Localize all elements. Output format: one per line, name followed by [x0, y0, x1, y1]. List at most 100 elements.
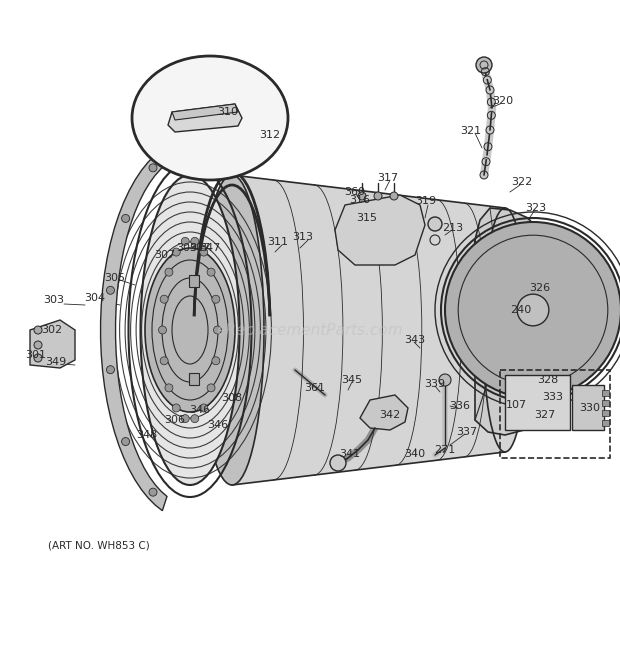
Text: 360: 360 — [345, 187, 366, 197]
Polygon shape — [360, 395, 408, 430]
Text: 316: 316 — [350, 195, 371, 205]
Circle shape — [445, 222, 620, 398]
Circle shape — [358, 192, 366, 200]
Circle shape — [200, 404, 208, 412]
Text: 306: 306 — [164, 415, 185, 425]
Text: 315: 315 — [356, 213, 378, 223]
Text: 342: 342 — [379, 410, 401, 420]
Circle shape — [476, 57, 492, 73]
Bar — [189, 373, 199, 385]
Text: 107: 107 — [505, 400, 526, 410]
Text: 303: 303 — [43, 295, 64, 305]
Text: 304: 304 — [84, 293, 105, 303]
Circle shape — [160, 295, 168, 303]
Polygon shape — [335, 195, 425, 265]
Circle shape — [149, 164, 157, 172]
Polygon shape — [468, 208, 548, 435]
Circle shape — [330, 455, 346, 471]
Polygon shape — [100, 149, 167, 511]
Text: 213: 213 — [443, 223, 464, 233]
Bar — [602, 410, 609, 416]
Circle shape — [34, 341, 42, 349]
Bar — [500, 370, 610, 458]
Text: 302: 302 — [42, 325, 63, 335]
Text: 326: 326 — [529, 283, 551, 293]
Circle shape — [212, 357, 220, 365]
Polygon shape — [30, 320, 75, 368]
Text: 333: 333 — [542, 392, 564, 402]
Text: 328: 328 — [538, 375, 559, 385]
Circle shape — [172, 248, 180, 256]
Bar — [602, 420, 609, 426]
Text: 301: 301 — [25, 350, 46, 360]
Circle shape — [428, 217, 442, 231]
Text: 336: 336 — [450, 401, 471, 411]
Circle shape — [439, 374, 451, 386]
Text: 327: 327 — [534, 410, 556, 420]
Text: 346: 346 — [208, 420, 229, 430]
Circle shape — [172, 404, 180, 412]
Text: 345: 345 — [342, 375, 363, 385]
Circle shape — [165, 384, 173, 392]
Text: 311: 311 — [267, 237, 288, 247]
Polygon shape — [232, 175, 527, 485]
Text: 321: 321 — [461, 126, 482, 136]
Bar — [505, 375, 570, 430]
Circle shape — [34, 326, 42, 334]
Polygon shape — [172, 104, 238, 120]
Text: 309: 309 — [177, 243, 198, 253]
Bar — [189, 275, 199, 287]
Circle shape — [207, 268, 215, 276]
Circle shape — [165, 268, 173, 276]
Bar — [572, 385, 604, 430]
Ellipse shape — [141, 175, 239, 485]
Circle shape — [181, 237, 189, 245]
Text: 323: 323 — [525, 203, 547, 213]
Circle shape — [160, 357, 168, 365]
Circle shape — [181, 414, 189, 422]
Text: 320: 320 — [492, 96, 513, 106]
Circle shape — [390, 192, 398, 200]
Bar — [602, 390, 609, 396]
Text: 347: 347 — [200, 243, 221, 253]
Text: 361: 361 — [304, 383, 326, 393]
Text: (ART NO. WH853 C): (ART NO. WH853 C) — [48, 540, 150, 550]
Text: 348: 348 — [136, 430, 157, 440]
Text: 319: 319 — [415, 196, 436, 206]
Text: 340: 340 — [404, 449, 425, 459]
Text: 322: 322 — [512, 177, 533, 187]
Circle shape — [34, 354, 42, 362]
Text: 346: 346 — [190, 405, 211, 415]
Ellipse shape — [145, 248, 235, 412]
Circle shape — [122, 214, 130, 223]
Circle shape — [374, 192, 382, 200]
Bar — [602, 400, 609, 406]
Text: 307: 307 — [190, 243, 211, 253]
Text: 339: 339 — [425, 379, 446, 389]
Text: 349: 349 — [45, 357, 66, 367]
Text: 343: 343 — [404, 335, 425, 345]
Text: eReplacementParts.com: eReplacementParts.com — [216, 323, 404, 338]
Text: 317: 317 — [378, 173, 399, 183]
Ellipse shape — [132, 56, 288, 180]
Circle shape — [107, 286, 115, 294]
Text: 341: 341 — [339, 449, 361, 459]
Text: 313: 313 — [293, 232, 314, 242]
Circle shape — [212, 295, 220, 303]
Text: 312: 312 — [259, 130, 281, 140]
Text: 271: 271 — [435, 445, 456, 455]
Circle shape — [107, 366, 115, 373]
Circle shape — [191, 414, 199, 422]
Text: 240: 240 — [510, 305, 531, 315]
Polygon shape — [168, 104, 242, 132]
Circle shape — [159, 326, 167, 334]
Text: 330: 330 — [580, 403, 601, 413]
Text: 308: 308 — [221, 393, 242, 403]
Ellipse shape — [200, 175, 264, 485]
Circle shape — [191, 237, 199, 245]
Circle shape — [213, 326, 221, 334]
Text: 337: 337 — [456, 427, 477, 437]
Circle shape — [517, 294, 549, 326]
Text: 310: 310 — [218, 107, 239, 117]
Circle shape — [122, 438, 130, 446]
